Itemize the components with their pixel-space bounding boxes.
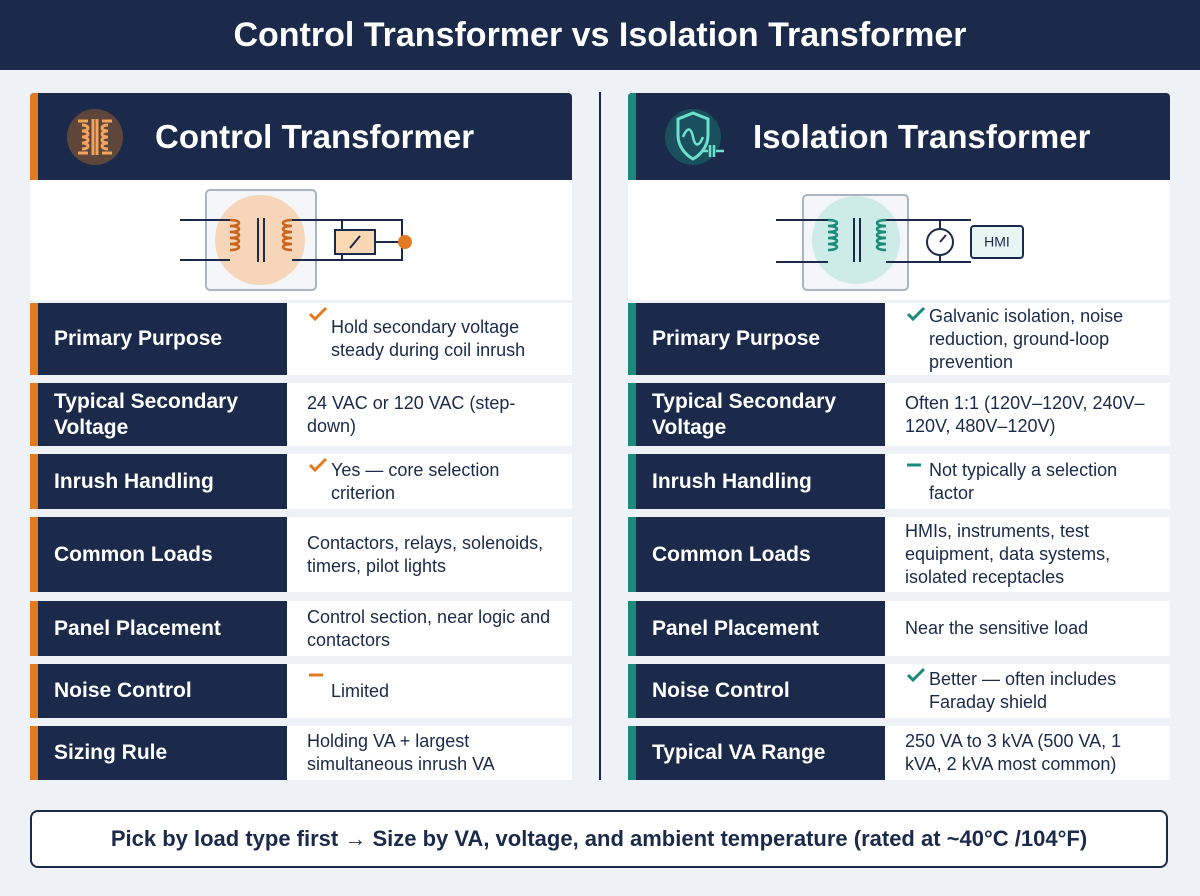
row-label: Panel Placement <box>30 601 293 656</box>
value-text: Often 1:1 (120V–120V, 240V–120V, 480V–12… <box>905 392 1145 436</box>
row-label: Common Loads <box>30 517 293 592</box>
row-label: Typical Secondary Voltage <box>628 383 891 446</box>
panel: Isolation Transformer HMI Primary Purpos… <box>628 93 1170 781</box>
value-text: Near the sensitive load <box>905 618 1089 638</box>
row-label: Noise Control <box>30 664 293 718</box>
value-text: Not typically a selection factor <box>929 459 1118 503</box>
value-text: Better — often includes Faraday shield <box>929 669 1117 712</box>
value-text: Holding VA + largest simultaneous inrush… <box>307 731 495 774</box>
row-value: Often 1:1 (120V–120V, 240V–120V, 480V–12… <box>885 383 1170 446</box>
row-value: 24 VAC or 120 VAC (step-down) <box>287 383 572 446</box>
row-value: Galvanic isolation, noise reduction, gro… <box>885 303 1170 375</box>
value-text: Hold secondary voltage steady during coi… <box>331 317 526 360</box>
row-value: Limited <box>287 664 572 718</box>
footer: Pick by load type first → Size by VA, vo… <box>30 810 1168 868</box>
value-text: Control section, near logic and contacto… <box>307 606 551 650</box>
icon <box>67 109 123 165</box>
diagram: HMI <box>628 180 1170 300</box>
row-value: Not typically a selection factor <box>885 454 1170 509</box>
row-value: Contactors, relays, solenoids, timers, p… <box>287 517 572 592</box>
row-label: Primary Purpose <box>30 303 293 375</box>
row-label: Typical Secondary Voltage <box>30 383 293 446</box>
panel-header: Isolation Transformer <box>628 93 1170 180</box>
row-value: Holding VA + largest simultaneous inrush… <box>287 726 572 780</box>
row-value: 250 VA to 3 kVA (500 VA, 1 kVA, 2 kVA mo… <box>885 726 1170 780</box>
value-text: Galvanic isolation, noise reduction, gro… <box>929 305 1124 372</box>
title: Control Transformer vs Isolation Transfo… <box>0 0 1200 70</box>
row-value: Yes — core selection criterion <box>287 454 572 509</box>
row-value: Control section, near logic and contacto… <box>287 601 572 656</box>
icon <box>665 109 724 165</box>
panel: Control Transformer Primary Purpose Hold… <box>30 93 572 781</box>
value-text: 24 VAC or 120 VAC (step-down) <box>307 392 516 436</box>
divider <box>599 92 601 780</box>
row-value: Near the sensitive load <box>885 601 1170 656</box>
value-text: Yes — core selection criterion <box>331 459 500 503</box>
row-label: Noise Control <box>628 664 891 718</box>
row-label: Inrush Handling <box>30 454 293 509</box>
panel-title: Isolation Transformer <box>753 117 1091 155</box>
row-label: Primary Purpose <box>628 303 891 375</box>
diagram <box>30 180 572 300</box>
row-label: Common Loads <box>628 517 891 592</box>
panel-header: Control Transformer <box>30 93 572 180</box>
row-label: Sizing Rule <box>30 726 293 780</box>
row-value: Better — often includes Faraday shield <box>885 664 1170 718</box>
row-label: Panel Placement <box>628 601 891 656</box>
value-text: Limited <box>331 680 390 701</box>
row-label: Inrush Handling <box>628 454 891 509</box>
value-text: 250 VA to 3 kVA (500 VA, 1 kVA, 2 kVA mo… <box>905 731 1122 774</box>
row-label: Typical VA Range <box>628 726 891 780</box>
diagram-label: HMI <box>984 234 1010 250</box>
value-text: Contactors, relays, solenoids, timers, p… <box>307 532 544 576</box>
panel-title: Control Transformer <box>155 117 475 155</box>
row-value: Hold secondary voltage steady during coi… <box>287 303 572 375</box>
value-text: HMIs, instruments, test equipment, data … <box>905 521 1111 587</box>
row-value: HMIs, instruments, test equipment, data … <box>885 517 1170 592</box>
